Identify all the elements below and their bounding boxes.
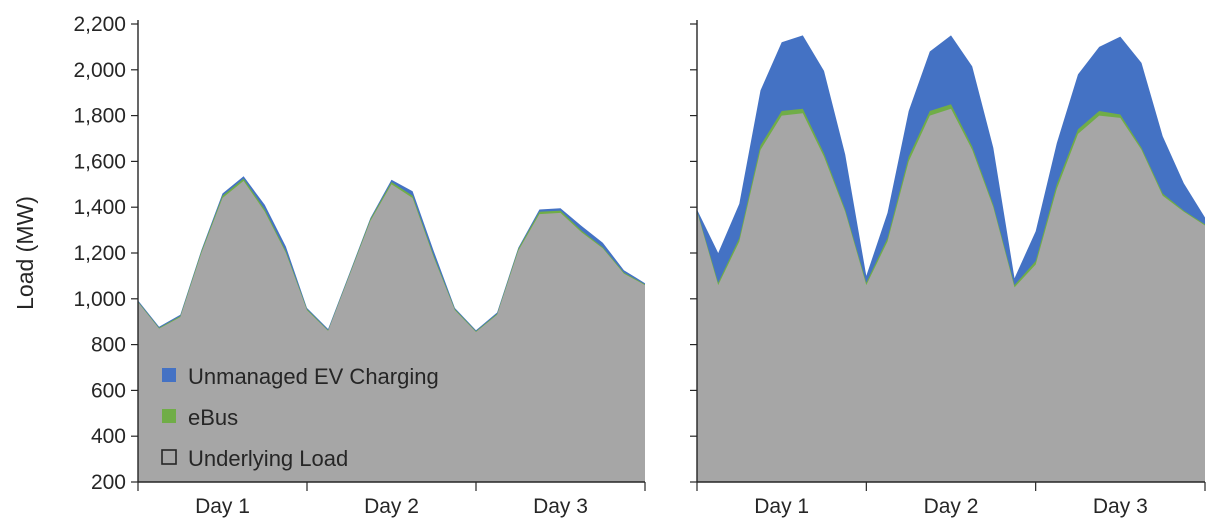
legend-swatch-underlying-load <box>161 449 177 465</box>
y-tick-label: 200 <box>91 471 126 494</box>
y-axis-title: Load (MW) <box>12 196 38 310</box>
legend-label: Underlying Load <box>188 446 348 471</box>
legend-label: Unmanaged EV Charging <box>188 364 439 389</box>
legend: Unmanaged EV Charging eBus Underlying Load <box>161 364 439 471</box>
y-tick-label: 2,200 <box>73 13 126 36</box>
y-tick-label: 1,000 <box>73 288 126 311</box>
x-tick-label: Day 2 <box>364 495 419 518</box>
legend-label: eBus <box>188 405 238 430</box>
y-tick-label: 1,400 <box>73 196 126 219</box>
y-tick-label: 2,000 <box>73 59 126 82</box>
y-tick-label: 400 <box>91 425 126 448</box>
left-panel-plot <box>138 176 645 483</box>
y-tick-label: 1,600 <box>73 150 126 173</box>
x-tick-label: Day 3 <box>1093 495 1148 518</box>
x-tick-label: Day 3 <box>533 495 588 518</box>
y-tick-label: 600 <box>91 379 126 402</box>
x-tick-label: Day 1 <box>754 495 809 518</box>
right-panel-plot <box>697 35 1205 483</box>
legend-swatch-ebus <box>162 409 176 423</box>
legend-swatch-ev-charging <box>162 368 176 382</box>
y-tick-label: 1,800 <box>73 105 126 128</box>
underlying-load-area <box>138 180 645 482</box>
y-tick-label: 1,200 <box>73 242 126 265</box>
underlying-load-area <box>697 108 1205 482</box>
axes: Day 1 Day 2 Day 3 Day 1 Day 2 Day 3 200 400 600 8… <box>73 13 1206 518</box>
x-tick-label: Day 1 <box>195 495 250 518</box>
y-tick-label: 800 <box>91 334 126 357</box>
x-tick-label: Day 2 <box>924 495 979 518</box>
